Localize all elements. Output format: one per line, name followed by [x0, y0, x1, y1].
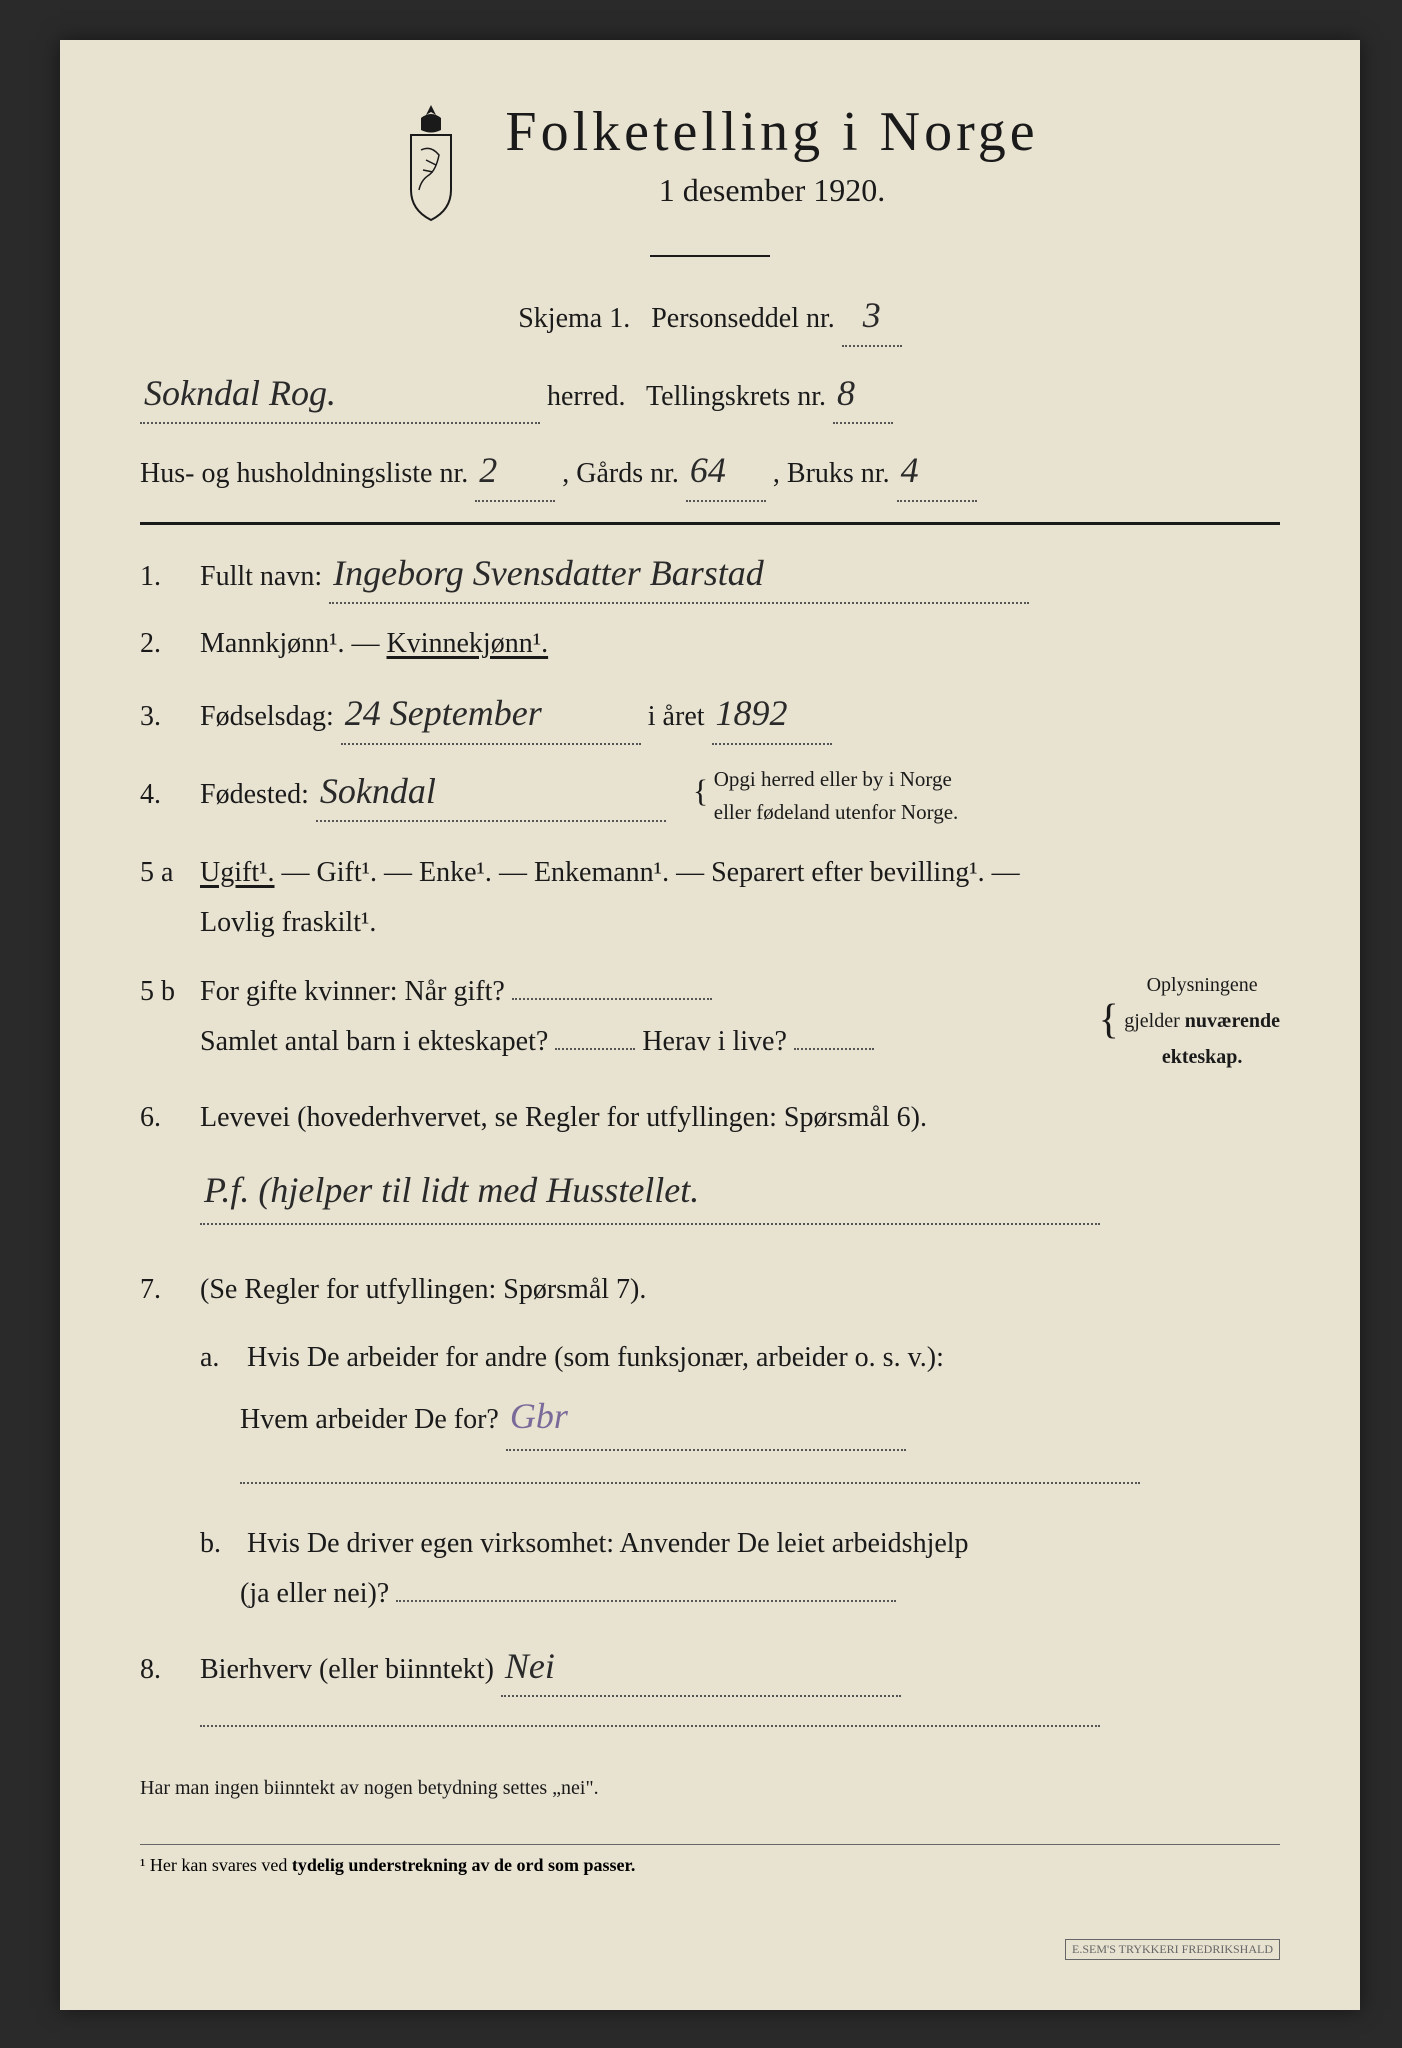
husliste-label: Hus- og husholdningsliste nr. [140, 458, 468, 489]
q5a-num: 5 a [140, 851, 200, 896]
printer-stamp: E.SEM'S TRYKKERI FREDRIKSHALD [1065, 1939, 1280, 1960]
gards-label: , Gårds nr. [562, 458, 679, 489]
main-title: Folketelling i Norge [505, 100, 1038, 164]
q3-row: 3. Fødselsdag: 24 September i året 1892 [140, 685, 1280, 745]
q5a-enke: Enke¹. [419, 857, 492, 888]
q7-label: (Se Regler for utfyllingen: Spørsmål 7). [200, 1274, 646, 1305]
q5b-label1: For gifte kvinner: Når gift? [200, 976, 505, 1007]
q1-num: 1. [140, 555, 200, 600]
q7b-row: b. Hvis De driver egen virksomhet: Anven… [200, 1519, 1280, 1620]
q7b-label2: (ja eller nei)? [240, 1578, 389, 1609]
q5a-fraskilt: Lovlig fraskilt¹. [200, 907, 376, 938]
q6-num: 6. [140, 1096, 200, 1141]
q1-label: Fullt navn: [200, 561, 322, 592]
q4-num: 4. [140, 773, 200, 818]
q5b-note2: gjelder nuværende [1124, 1010, 1280, 1032]
q3-label: Fødselsdag: [200, 701, 334, 732]
q4-label: Fødested: [200, 779, 309, 810]
q4-note1: Opgi herred eller by i Norge [714, 767, 952, 791]
q2-kvinne: Kvinnekjønn¹. [387, 628, 549, 659]
q5a-gift: Gift¹. [317, 857, 378, 888]
q7a-row: a. Hvis De arbeider for andre (som funks… [200, 1333, 1280, 1501]
q4-note2: eller fødeland utenfor Norge. [714, 800, 959, 824]
q6-value: P.f. (hjelper til lidt med Husstellet. [200, 1158, 1100, 1225]
q3-year-label: i året [648, 701, 705, 732]
skjema-label: Skjema 1. [518, 303, 630, 334]
gards-nr: 64 [686, 442, 766, 502]
footnote-text: ¹ Her kan svares ved tydelig understrekn… [140, 1855, 635, 1875]
form-header: Folketelling i Norge 1 desember 1920. [140, 100, 1280, 257]
q5b-note1: Oplysningene [1147, 974, 1258, 996]
q5b-num: 5 b [140, 970, 200, 1015]
q3-num: 3. [140, 695, 200, 740]
q8-row: 8. Bierhverv (eller biinntekt) Nei [140, 1638, 1280, 1742]
q3-day: 24 September [341, 685, 641, 745]
q7a-label1: Hvis De arbeider for andre (som funksjon… [247, 1342, 944, 1373]
footer-note1: Har man ingen biinntekt av nogen betydni… [140, 1772, 1280, 1804]
q4-note: { Opgi herred eller by i Norge eller fød… [693, 763, 958, 830]
husliste-nr: 2 [475, 442, 555, 502]
herred-label: herred. [547, 381, 626, 412]
q5a-separert: Separert efter bevilling¹. [711, 857, 985, 888]
herred-value: Sokndal Rog. [140, 365, 540, 425]
q4-row: 4. Fødested: Sokndal { Opgi herred eller… [140, 763, 1280, 830]
q7a-value: Gbr [506, 1384, 906, 1451]
footnote: ¹ Her kan svares ved tydelig understrekn… [140, 1844, 1280, 1876]
q5b-val1 [512, 998, 712, 1000]
q8-value: Nei [501, 1638, 901, 1698]
q5b-note3: ekteskap. [1162, 1046, 1243, 1068]
q7b-num: b. [200, 1519, 240, 1569]
divider-full [140, 522, 1280, 525]
q5b-row: 5 b For gifte kvinner: Når gift? { Oplys… [140, 967, 1280, 1075]
census-form-page: Folketelling i Norge 1 desember 1920. Sk… [60, 40, 1360, 2010]
q7a-label2: Hvem arbeider De for? [240, 1404, 499, 1435]
coat-of-arms-icon [381, 100, 481, 235]
q2-dash: — [352, 628, 387, 659]
q5b-note: { Oplysningene gjelder nuværende ekteska… [1099, 967, 1280, 1075]
q5b-label2: Samlet antal barn i ekteskapet? [200, 1026, 548, 1057]
q5a-ugift: Ugift¹. [200, 857, 275, 888]
q2-num: 2. [140, 622, 200, 667]
q7-num: 7. [140, 1268, 200, 1313]
tellingskrets-nr: 8 [833, 365, 893, 425]
q5b-label3: Herav i live? [642, 1026, 787, 1057]
tellingskrets-label: Tellingskrets nr. [646, 381, 826, 412]
meta-row-1: Skjema 1. Personseddel nr. 3 [140, 287, 1280, 347]
meta-row-2: Sokndal Rog. herred. Tellingskrets nr. 8 [140, 365, 1280, 425]
title-block: Folketelling i Norge 1 desember 1920. [505, 100, 1038, 209]
divider [650, 255, 770, 257]
personseddel-label: Personseddel nr. [651, 303, 835, 334]
q3-year: 1892 [712, 685, 832, 745]
q8-label: Bierhverv (eller biinntekt) [200, 1654, 494, 1685]
q2-mann: Mannkjønn¹. [200, 628, 345, 659]
q2-row: 2. Mannkjønn¹. — Kvinnekjønn¹. [140, 622, 1280, 667]
q4-value: Sokndal [316, 763, 666, 823]
q6-label: Levevei (hovederhvervet, se Regler for u… [200, 1102, 927, 1133]
q5a-enkemann: Enkemann¹. [534, 857, 669, 888]
q1-row: 1. Fullt navn: Ingeborg Svensdatter Bars… [140, 545, 1280, 605]
q1-value: Ingeborg Svensdatter Barstad [329, 545, 1029, 605]
q7b-label1: Hvis De driver egen virksomhet: Anvender… [247, 1528, 969, 1559]
bruks-nr: 4 [897, 442, 977, 502]
subtitle: 1 desember 1920. [505, 172, 1038, 209]
personseddel-nr: 3 [842, 287, 902, 347]
q5a-row: 5 a Ugift¹. — Gift¹. — Enke¹. — Enkemann… [140, 848, 1280, 949]
q6-row: 6. Levevei (hovederhvervet, se Regler fo… [140, 1093, 1280, 1225]
bruks-label: , Bruks nr. [773, 458, 890, 489]
q8-num: 8. [140, 1648, 200, 1693]
q7-row: 7. (Se Regler for utfyllingen: Spørsmål … [140, 1265, 1280, 1315]
meta-row-3: Hus- og husholdningsliste nr. 2 , Gårds … [140, 442, 1280, 502]
q7a-num: a. [200, 1333, 240, 1383]
